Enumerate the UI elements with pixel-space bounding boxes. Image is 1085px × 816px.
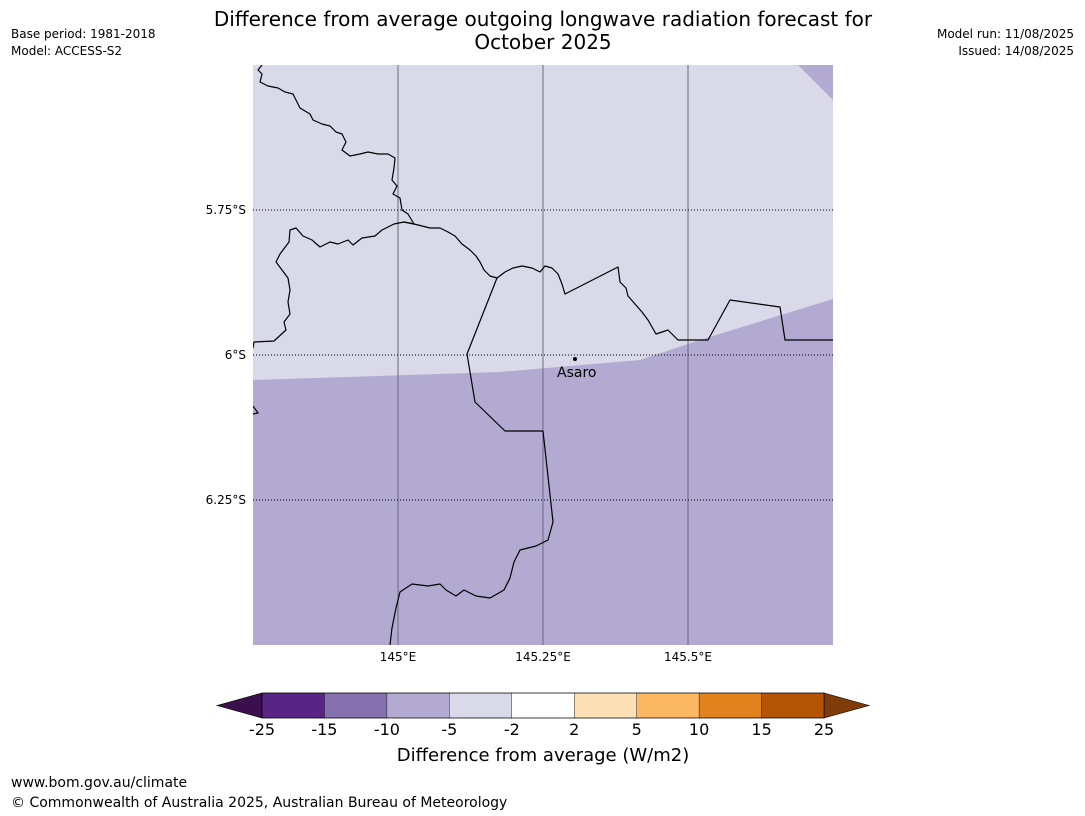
meta-left: Base period: 1981-2018 Model: ACCESS-S2 [11,26,156,60]
lat-label: 6°S [224,348,246,362]
footer-copyright: © Commonwealth of Australia 2025, Austra… [11,795,508,811]
base-period: Base period: 1981-2018 [11,27,156,41]
province-boundary [389,277,554,645]
colorbar-tick: -5 [441,720,458,739]
lat-label: 6.25°S [205,493,246,507]
province-boundary [403,221,833,341]
colorbar-frame [261,692,825,719]
colorbar-bin [386,692,450,719]
model-run: Model run: 11/08/2025 [936,27,1074,41]
place-label-asaro: Asaro [557,365,597,381]
colorbar-tick: -2 [503,720,520,739]
chart-title: Difference from average outgoing longwav… [190,8,896,54]
colorbar-under-arrow [215,692,263,719]
colorbar-tick: 2 [569,720,580,739]
colorbar-bin [698,692,763,719]
colorbar-tick: -25 [248,720,276,739]
province-boundary [253,65,415,349]
colorbar-bin [636,692,700,719]
colorbar-bin [324,692,388,719]
colorbar-bin [511,692,575,719]
colorbar-title: Difference from average (W/m2) [396,745,690,766]
map-region-corner [798,65,833,100]
issued-date: Issued: 14/08/2025 [958,44,1074,58]
colorbar-bin [574,692,638,719]
lat-label: 5.75°S [205,203,246,217]
colorbar-bin [449,692,513,719]
title-line-1: Difference from average outgoing longwav… [213,7,873,31]
colorbar-over-arrow [823,692,871,719]
colorbar-tick: 25 [813,720,835,739]
title-line-2: October 2025 [474,30,612,54]
lon-label: 145.5°E [664,650,712,664]
meta-right: Model run: 11/08/2025 Issued: 14/08/2025 [937,26,1074,60]
colorbar-tick: 5 [631,720,642,739]
colorbar-tick: -10 [373,720,400,739]
colorbar-tick: 15 [751,720,772,739]
lon-label: 145.25°E [515,650,571,664]
colorbar-bin [261,692,325,719]
colorbar-tick: -15 [311,720,338,739]
colorbar-bin [761,692,825,719]
place-marker-asaro [573,357,577,361]
model-name: Model: ACCESS-S2 [11,44,123,58]
footer-url: www.bom.gov.au/climate [11,775,188,791]
lon-label: 145°E [379,650,417,664]
colorbar-tick: 10 [688,720,710,739]
province-boundary [253,405,259,415]
